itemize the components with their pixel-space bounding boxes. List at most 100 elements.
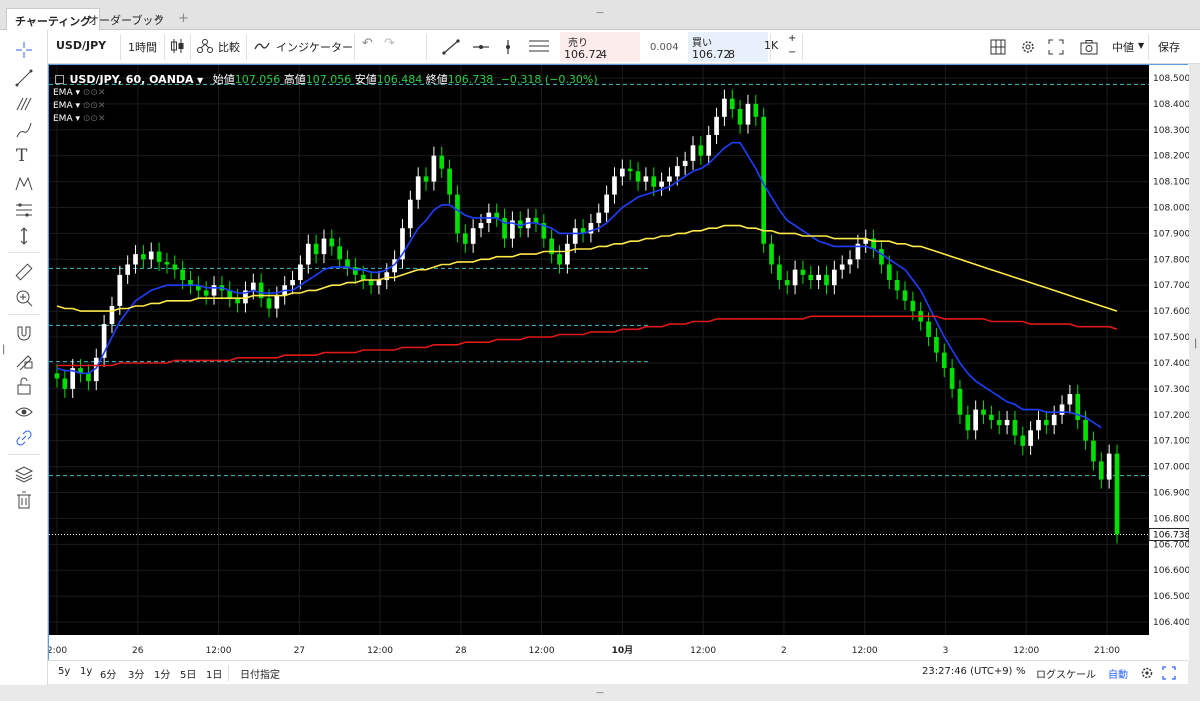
prediction-icon[interactable] <box>14 200 34 220</box>
candle-body <box>148 251 154 260</box>
lock-pencil-icon[interactable] <box>14 350 34 370</box>
symbol-search-button[interactable]: USD/JPY <box>56 39 107 52</box>
collapse-top-handle[interactable]: — <box>596 8 604 17</box>
unlock-icon[interactable] <box>14 376 34 396</box>
chevron-down-icon[interactable]: ▼ <box>197 76 204 85</box>
fullscreen-icon[interactable] <box>1048 39 1064 55</box>
measure-vertical-icon[interactable] <box>14 226 34 246</box>
auto-scale-toggle[interactable]: 自動 <box>1108 670 1128 681</box>
high-label: 高値 <box>283 73 306 86</box>
candle-body <box>156 251 162 262</box>
chevron-down-icon[interactable]: ▼ <box>1138 41 1145 50</box>
pitchfork-icon[interactable] <box>14 94 34 114</box>
save-button[interactable]: 保存 <box>1158 41 1180 54</box>
trash-icon[interactable] <box>14 490 34 510</box>
range-1d[interactable]: 1日 <box>206 670 223 681</box>
pattern-icon[interactable] <box>14 174 34 194</box>
compare-icon[interactable] <box>196 38 214 54</box>
candle-body <box>714 116 719 135</box>
log-scale-toggle[interactable]: ログスケール <box>1036 670 1096 681</box>
price-tick-label: 107.300 <box>1153 385 1189 395</box>
brush-icon[interactable] <box>14 120 34 140</box>
candle-body <box>682 160 688 167</box>
price-tick-label: 107.400 <box>1153 359 1189 369</box>
ema-fast-line <box>56 141 1102 429</box>
close-icon[interactable]: ✕ <box>154 12 164 25</box>
legend-title[interactable]: USD/JPY, 60, OANDA <box>69 73 194 86</box>
range-5d[interactable]: 5日 <box>180 670 197 681</box>
quantity-decrease-button[interactable]: − <box>788 47 797 58</box>
layout-grid-icon[interactable] <box>990 39 1006 55</box>
divider <box>8 454 40 455</box>
tab-charting[interactable]: チャーティング <box>6 8 101 30</box>
camera-icon[interactable] <box>1080 39 1098 55</box>
sell-panel[interactable]: 売り 106.72 4 0.004 <box>560 32 690 62</box>
buy-panel[interactable]: 買い 106.72 8 <box>688 32 770 62</box>
candle-body <box>737 109 743 125</box>
range-1y[interactable]: 1y <box>80 666 93 677</box>
vertical-line-icon[interactable] <box>502 39 514 55</box>
fullscreen-icon[interactable] <box>1162 666 1176 680</box>
range-5y[interactable]: 5y <box>58 666 71 677</box>
settings-gear-icon[interactable] <box>1020 39 1036 55</box>
fib-retracement-icon[interactable] <box>528 38 550 54</box>
candle-body <box>195 285 201 291</box>
tab-orderbook[interactable]: オーダーブック <box>80 8 172 30</box>
candle-body <box>125 264 131 275</box>
eye-icon[interactable] <box>14 402 34 422</box>
trendline-icon[interactable] <box>442 39 460 55</box>
price-tick-label: 108.400 <box>1153 100 1189 110</box>
candle-body <box>353 267 358 275</box>
sell-button[interactable] <box>560 32 640 62</box>
clock[interactable]: 23:27:46 (UTC+9) <box>922 666 1013 677</box>
undo-icon[interactable]: ↶ <box>362 36 373 51</box>
indicator-icon[interactable] <box>254 41 270 57</box>
candle-body <box>863 238 869 244</box>
collapse-left-handle[interactable]: | <box>2 344 6 355</box>
collapse-legend-icon[interactable] <box>55 75 64 84</box>
collapse-bottom-handle[interactable]: — <box>596 688 604 697</box>
candle-body <box>211 285 217 296</box>
candle-style-icon[interactable] <box>170 38 184 54</box>
price-tick-label: 106.600 <box>1153 566 1189 576</box>
ruler-icon[interactable] <box>14 262 34 282</box>
candle-body <box>78 368 83 374</box>
indicator-row[interactable]: EMA ▾ ⊙⊙✕ <box>53 101 106 111</box>
indicator-row[interactable]: EMA ▾ ⊙⊙✕ <box>53 88 106 98</box>
compare-button[interactable]: 比較 <box>218 41 240 54</box>
divider <box>228 665 229 681</box>
candle-body <box>769 243 774 265</box>
candle-body <box>635 171 641 182</box>
indicator-row[interactable]: EMA ▾ ⊙⊙✕ <box>53 114 106 124</box>
interval-button[interactable]: 1時間 <box>128 41 157 54</box>
buy-button[interactable] <box>688 32 768 62</box>
quantity-increase-button[interactable]: + <box>788 33 797 44</box>
link-icon[interactable] <box>14 428 34 448</box>
percent-toggle[interactable]: % <box>1016 666 1026 677</box>
quantity-field[interactable]: 1K <box>764 39 779 52</box>
zoom-in-icon[interactable] <box>14 288 34 308</box>
candle-body <box>376 280 382 286</box>
drawing-toolbar: T <box>0 30 48 685</box>
crosshair-icon[interactable] <box>14 40 34 60</box>
trendline-tool-icon[interactable] <box>14 68 34 88</box>
candle-body <box>580 228 586 234</box>
goto-date-button[interactable]: 日付指定 <box>240 670 280 681</box>
text-tool-icon[interactable]: T <box>16 146 28 166</box>
horizontal-line-icon[interactable] <box>472 39 490 55</box>
layers-icon[interactable] <box>14 464 34 484</box>
range-6m[interactable]: 6分 <box>100 670 117 681</box>
collapse-right-handle[interactable]: | <box>1194 338 1198 349</box>
indicators-button[interactable]: インジケーター <box>276 41 353 54</box>
price-chart[interactable]: 108.500 108.400 108.300 108.200 108.100 108.0… <box>49 65 1189 661</box>
settings-gear-icon[interactable] <box>1140 666 1154 680</box>
price-type-dropdown[interactable]: 中値 <box>1112 41 1134 54</box>
buy-price-main: 106.72 <box>692 48 731 61</box>
redo-icon[interactable]: ↷ <box>384 36 395 51</box>
magnet-icon[interactable] <box>14 324 34 344</box>
range-3m[interactable]: 3分 <box>128 670 145 681</box>
candle-body <box>894 280 900 291</box>
candle-body <box>298 264 303 281</box>
range-1m[interactable]: 1分 <box>154 670 171 681</box>
plus-icon[interactable]: + <box>178 11 189 26</box>
